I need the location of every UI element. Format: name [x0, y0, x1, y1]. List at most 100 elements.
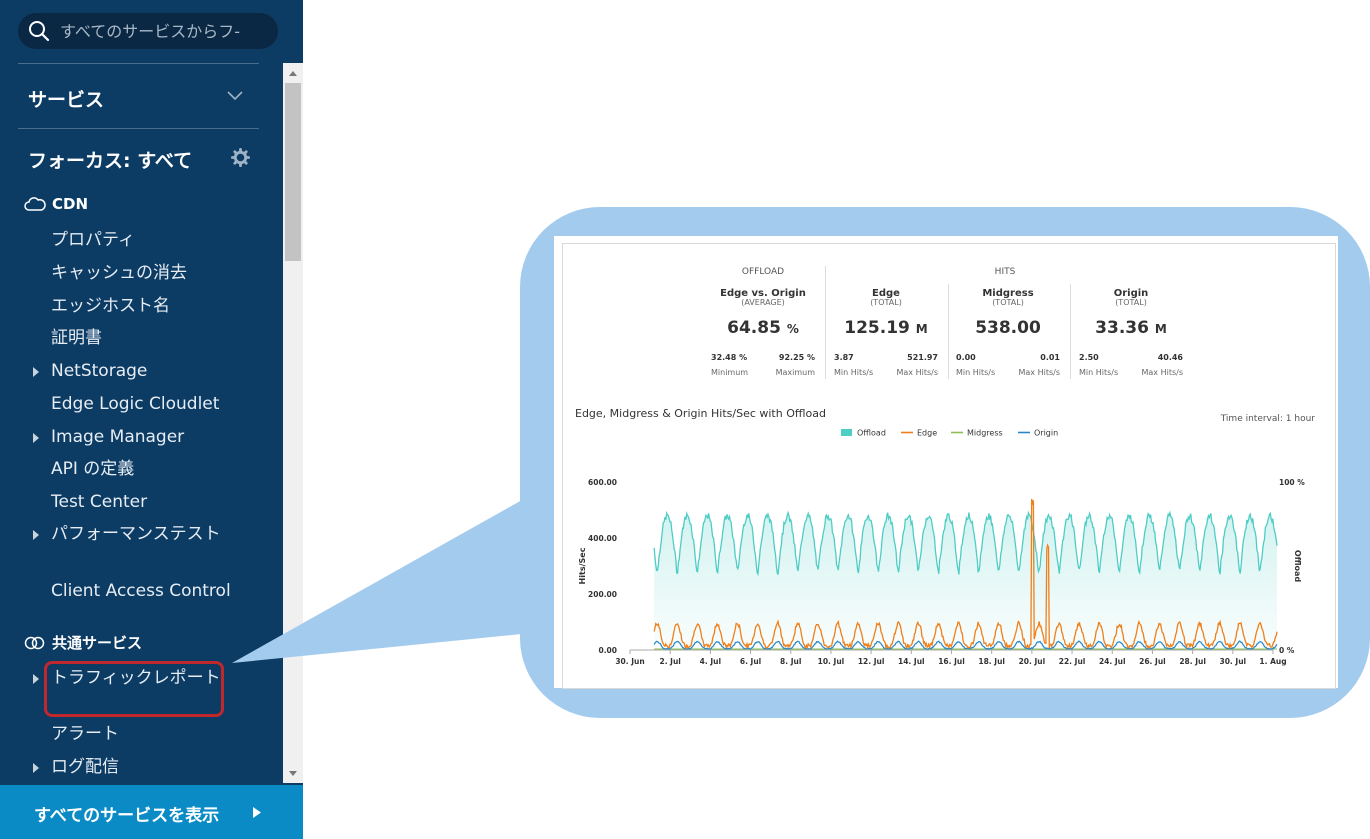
divider — [18, 63, 259, 64]
sidebar-item[interactable]: Test Center — [51, 492, 148, 512]
sidebar-item[interactable]: Edge Logic Cloudlet — [51, 394, 220, 414]
kpi-value: 125.19 M — [826, 318, 946, 338]
highlight-box — [44, 661, 224, 717]
kpi-max-label: Max Hits/s — [896, 368, 939, 377]
sidebar: サービス フォーカス: すべて CDN プロパティキャッシュの消去エッジホスト名… — [0, 0, 303, 839]
sidebar-item[interactable]: キャッシュの消去 — [51, 263, 187, 283]
kpi-title: Midgress — [982, 288, 1034, 299]
chevron-down-icon[interactable] — [227, 91, 243, 101]
caret-right-icon — [253, 807, 261, 818]
sidebar-item[interactable]: エッジホスト名 — [51, 296, 170, 316]
show-all-label: すべてのサービスを表示 — [34, 806, 220, 826]
y2-tick-label: 0 % — [1279, 646, 1295, 655]
x-tick-label: 12. Jul — [858, 657, 885, 666]
kpi-value: 538.00 — [948, 318, 1068, 338]
scrollbar-thumb[interactable] — [285, 83, 301, 261]
chart-title: Edge, Midgress & Origin Hits/Sec with Of… — [575, 407, 826, 420]
y-tick-label: 0.00 — [598, 646, 617, 655]
expand-arrow-icon[interactable] — [33, 367, 39, 377]
x-tick-label: 8. Jul — [780, 657, 801, 666]
legend-label: Offload — [857, 429, 886, 438]
kpi-subtitle: (TOTAL) — [1115, 298, 1147, 307]
kpi-number: 33.36 — [1095, 318, 1149, 338]
kpi-subtitle: (TOTAL) — [992, 298, 1024, 307]
scroll-up-arrow-icon[interactable] — [289, 71, 297, 76]
kpi-max-value: 521.97 — [907, 353, 938, 362]
expand-arrow-icon[interactable] — [33, 763, 39, 773]
expand-arrow-icon[interactable] — [33, 674, 39, 684]
x-tick-label: 6. Jul — [740, 657, 761, 666]
x-tick-label: 28. Jul — [1179, 657, 1206, 666]
time-interval: Time interval: 1 hour — [1220, 414, 1315, 424]
x-tick-label: 14. Jul — [898, 657, 925, 666]
x-tick-label: 2. Jul — [659, 657, 680, 666]
offload-header: OFFLOAD — [741, 267, 785, 277]
divider — [948, 284, 949, 379]
legend-label: Edge — [917, 429, 937, 438]
sidebar-item[interactable]: ログ配信 — [51, 757, 119, 777]
y2-axis-label: Offload — [1293, 550, 1302, 583]
hits-header: HITS — [994, 267, 1016, 277]
category-label: 共通サービス — [52, 634, 143, 652]
y-tick-label: 200.00 — [588, 590, 617, 599]
sidebar-item[interactable]: トラフィックレポート — [51, 668, 221, 688]
focus-header: フォーカス: すべて — [28, 150, 193, 172]
x-tick-label: 22. Jul — [1059, 657, 1086, 666]
kpi-min-value: 32.48 % — [711, 353, 748, 362]
cloud-icon — [24, 197, 46, 211]
search-input[interactable] — [60, 19, 265, 43]
legend-swatch — [841, 429, 852, 436]
kpi-subtitle: (AVERAGE) — [741, 298, 785, 307]
sidebar-item[interactable]: Image Manager — [51, 427, 185, 447]
kpi-max-label: Maximum — [775, 368, 815, 377]
kpi-value: 64.85 % — [703, 318, 823, 338]
edge-line — [653, 498, 1278, 651]
x-tick-label: 10. Jul — [818, 657, 845, 666]
origin-line — [653, 640, 1278, 650]
sidebar-item[interactable]: NetStorage — [51, 361, 148, 381]
hits-chart: Offload Edge Midgress Origin 0.00 200.00 400.0… — [578, 429, 1305, 667]
show-all-services-button[interactable]: すべてのサービスを表示 — [0, 785, 303, 839]
kpi-min-label: Min Hits/s — [834, 368, 874, 377]
x-tick-label: 30. Jul — [1220, 657, 1247, 666]
x-tick-label: 24. Jul — [1099, 657, 1126, 666]
kpi-title: Edge — [872, 288, 900, 299]
kpi-unit: M — [915, 322, 928, 336]
search-box[interactable] — [18, 13, 278, 49]
y2-tick-label: 100 % — [1279, 478, 1305, 487]
legend-label: Origin — [1034, 429, 1058, 438]
kpi-unit: % — [786, 322, 799, 336]
x-tick-label: 20. Jul — [1019, 657, 1046, 666]
sidebar-item[interactable]: API の定義 — [51, 459, 135, 479]
y-tick-label: 400.00 — [588, 534, 617, 543]
expand-arrow-icon[interactable] — [33, 530, 39, 540]
kpi-max-value: 0.01 — [1040, 353, 1060, 362]
category-cdn: CDN — [24, 195, 88, 213]
sidebar-item[interactable]: アラート — [51, 724, 119, 744]
kpi-subtitle: (TOTAL) — [870, 298, 902, 307]
services-header[interactable]: サービス — [28, 89, 105, 111]
kpi-max-value: 40.46 — [1157, 353, 1183, 362]
divider — [1070, 284, 1071, 379]
x-tick-label: 26. Jul — [1139, 657, 1166, 666]
kpi-title: Origin — [1113, 288, 1149, 299]
kpi-number: 125.19 — [844, 318, 910, 338]
sidebar-item[interactable]: パフォーマンステスト — [51, 524, 221, 544]
kpi-number: 538.00 — [975, 318, 1041, 338]
divider — [825, 266, 826, 379]
kpi-min-label: Min Hits/s — [1079, 368, 1119, 377]
kpi-title: Edge vs. Origin — [720, 288, 806, 299]
gear-icon[interactable] — [231, 148, 250, 167]
scroll-down-arrow-icon[interactable] — [289, 771, 297, 776]
sidebar-item[interactable]: プロパティ — [51, 230, 135, 250]
expand-arrow-icon[interactable] — [33, 433, 39, 443]
kpi-min-value: 2.50 — [1079, 353, 1099, 362]
kpi-min-value: 3.87 — [834, 353, 854, 362]
y-tick-label: 600.00 — [588, 478, 617, 487]
sidebar-item[interactable]: Client Access Control — [51, 581, 231, 601]
offload-area — [654, 512, 1277, 650]
kpi-min-label: Min Hits/s — [956, 368, 996, 377]
traffic-report-panel: OFFLOAD HITS Edge vs. Origin (AVERAGE) 64.… — [562, 243, 1336, 689]
kpi-max-value: 92.25 % — [778, 353, 815, 362]
sidebar-item[interactable]: 証明書 — [51, 328, 102, 348]
